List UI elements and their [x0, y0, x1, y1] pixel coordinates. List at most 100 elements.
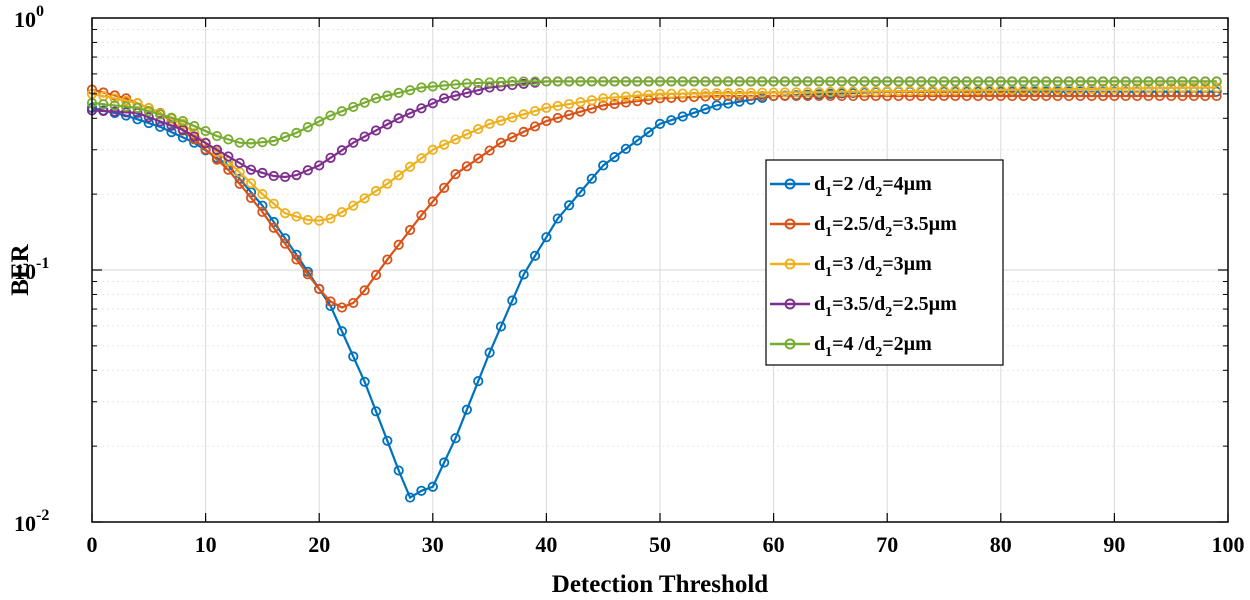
data-point	[791, 76, 802, 87]
data-point	[870, 76, 881, 87]
data-point	[166, 112, 177, 123]
data-point	[1097, 90, 1109, 102]
data-point	[859, 76, 870, 87]
data-point	[98, 105, 109, 117]
y-tick-label: 10-2	[14, 507, 49, 536]
data-point	[302, 122, 313, 133]
data-point	[257, 206, 268, 218]
data-point	[427, 81, 438, 92]
data-point	[1132, 76, 1143, 87]
data-point	[1109, 90, 1120, 102]
data-point	[791, 87, 802, 98]
legend-swatch-marker	[784, 258, 796, 270]
data-point	[1086, 76, 1097, 87]
x-tick-label: 100	[1212, 532, 1245, 557]
data-point	[1200, 76, 1211, 87]
data-point	[223, 134, 234, 145]
data-point	[234, 157, 245, 169]
data-point	[598, 100, 609, 111]
x-tick-label: 90	[1103, 532, 1125, 557]
data-point	[848, 86, 859, 97]
data-point	[359, 285, 370, 296]
data-point	[859, 86, 870, 97]
data-point	[564, 98, 575, 110]
data-point	[427, 196, 438, 207]
data-point	[370, 93, 382, 104]
data-point	[461, 87, 472, 99]
data-point	[484, 347, 495, 358]
data-point	[609, 98, 620, 110]
data-point	[143, 106, 154, 117]
legend-swatch-marker	[784, 178, 796, 190]
data-point	[404, 492, 416, 503]
data-point	[495, 76, 507, 88]
data-point	[1097, 76, 1109, 87]
data-point	[495, 137, 507, 148]
data-point	[1086, 90, 1097, 102]
data-point	[439, 93, 450, 104]
data-point	[541, 232, 552, 243]
series-5	[86, 76, 1222, 149]
data-point	[404, 161, 416, 172]
data-point	[1052, 90, 1063, 102]
data-point	[882, 76, 893, 87]
data-point	[700, 103, 711, 115]
data-point	[802, 87, 813, 98]
data-point	[723, 98, 734, 109]
legend-entry-1: d1=2 /d2=4µm	[770, 173, 932, 200]
data-point	[370, 269, 382, 281]
legend-entry-2: d1=2.5/d2=3.5µm	[770, 213, 957, 240]
data-point	[598, 93, 609, 104]
data-point	[109, 106, 120, 117]
data-point	[450, 433, 461, 444]
data-point	[757, 87, 768, 98]
data-point	[484, 118, 495, 129]
data-point	[382, 254, 393, 265]
data-point	[609, 92, 620, 103]
data-point	[325, 213, 336, 224]
data-point	[211, 130, 223, 142]
data-point	[348, 297, 359, 309]
data-point	[723, 76, 734, 87]
data-point	[382, 119, 393, 130]
data-point	[575, 186, 586, 198]
data-point	[257, 167, 268, 178]
data-point	[1018, 90, 1029, 102]
data-point	[1188, 76, 1200, 87]
data-point	[552, 100, 563, 112]
data-point	[825, 86, 836, 98]
x-tick-label: 20	[308, 532, 330, 557]
data-point	[734, 76, 745, 87]
data-point	[439, 139, 450, 150]
data-point	[813, 86, 825, 98]
data-point	[416, 485, 427, 496]
data-point	[257, 137, 268, 148]
series-line	[91, 80, 1217, 145]
data-point	[552, 112, 563, 124]
x-tick-label: 80	[990, 532, 1012, 557]
data-point	[938, 76, 950, 87]
data-point	[836, 86, 847, 97]
data-point	[688, 88, 700, 99]
data-point	[688, 76, 700, 87]
data-point	[666, 88, 677, 99]
data-point	[450, 134, 461, 145]
data-point	[245, 164, 257, 175]
legend-label: d1=3 /d2=3µm	[814, 253, 932, 280]
legend-label: d1=3.5/d2=2.5µm	[814, 293, 957, 320]
x-tick-label: 40	[535, 532, 557, 557]
data-point	[291, 170, 302, 181]
data-point	[1007, 76, 1018, 87]
data-point	[836, 76, 847, 87]
data-point	[541, 76, 552, 87]
data-point	[1086, 83, 1097, 95]
data-point	[302, 165, 313, 176]
data-point	[314, 116, 325, 127]
data-point	[370, 125, 382, 136]
data-point	[1132, 83, 1143, 94]
data-point	[280, 171, 291, 183]
data-point	[416, 82, 427, 93]
data-point	[961, 90, 972, 102]
data-point	[314, 283, 325, 295]
data-point	[620, 76, 632, 87]
